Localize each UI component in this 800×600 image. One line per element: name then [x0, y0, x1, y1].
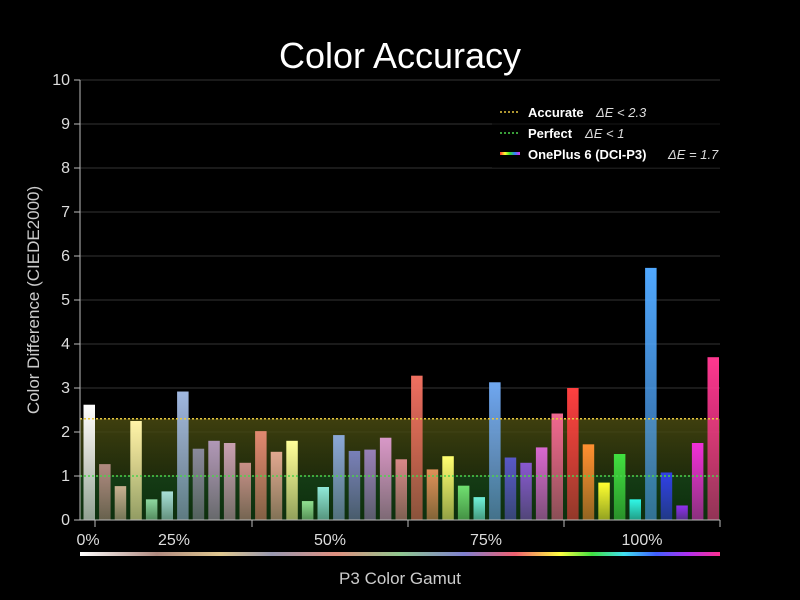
y-ticks: 0 1 2 3 4 5 6 7 8 9 10 — [52, 72, 80, 529]
bar — [208, 440, 220, 520]
x-ticks: 0% 25% 50% 75% 100% — [76, 520, 721, 549]
y-tick-label: 0 — [61, 512, 70, 529]
bar — [348, 450, 361, 520]
legend-perfect-label: Perfect — [528, 126, 573, 141]
bar — [645, 267, 657, 520]
y-axis-label: Color Difference (CIEDE2000) — [24, 186, 43, 414]
bar — [442, 456, 454, 520]
bar — [567, 388, 579, 520]
bar — [301, 501, 314, 520]
y-tick-label: 6 — [61, 248, 70, 265]
legend-box — [492, 98, 728, 168]
y-tick-label: 7 — [61, 204, 70, 221]
bar — [83, 404, 95, 520]
bar — [598, 482, 610, 520]
bar — [99, 464, 111, 520]
bar — [379, 437, 392, 520]
y-tick-label: 2 — [61, 424, 70, 441]
y-tick-label: 1 — [61, 468, 70, 485]
bar — [192, 448, 205, 520]
bar — [457, 485, 470, 520]
bar — [629, 499, 641, 520]
threshold-lines — [80, 418, 720, 477]
legend-perfect-condition: ΔE < 1 — [584, 126, 624, 141]
x-tick-label: 25% — [158, 532, 190, 549]
bar — [114, 486, 127, 520]
bar — [504, 457, 517, 520]
bar — [395, 459, 407, 520]
legend-series-average: ΔE = 1.7 — [667, 147, 719, 162]
legend-series-swatch — [500, 152, 520, 155]
x-tick-label: 0% — [76, 532, 99, 549]
bar — [660, 472, 673, 520]
bars — [83, 267, 719, 520]
bar — [317, 487, 329, 520]
bar — [473, 497, 485, 520]
y-tick-label: 3 — [61, 380, 70, 397]
bar — [239, 462, 251, 520]
bar — [707, 357, 719, 520]
bar — [177, 391, 189, 520]
y-tick-label: 4 — [61, 336, 70, 353]
bar — [161, 491, 173, 520]
y-tick-label: 10 — [52, 72, 70, 89]
x-tick-label: 75% — [470, 532, 502, 549]
bar — [223, 443, 236, 520]
bar — [270, 451, 283, 520]
gamut-gradient-bar — [80, 552, 720, 556]
bar — [130, 421, 142, 520]
legend-series-label: OnePlus 6 (DCI-P3) — [528, 147, 646, 162]
legend-accurate-label: Accurate — [528, 105, 584, 120]
bar — [676, 505, 688, 520]
bar — [582, 444, 595, 520]
x-tick-label: 50% — [314, 532, 346, 549]
bar — [145, 499, 158, 520]
bar — [691, 443, 704, 520]
chart-title: Color Accuracy — [279, 35, 521, 76]
bar — [520, 462, 532, 520]
x-axis-label: P3 Color Gamut — [339, 569, 461, 588]
bar — [364, 449, 376, 520]
legend: Accurate ΔE < 2.3 Perfect ΔE < 1 OnePlus… — [492, 98, 728, 168]
x-tick-label: 100% — [622, 532, 663, 549]
bar — [426, 469, 439, 520]
bar — [613, 454, 626, 520]
bar — [551, 413, 563, 520]
bar — [535, 447, 548, 520]
bar — [411, 375, 423, 520]
legend-accurate-condition: ΔE < 2.3 — [595, 105, 647, 120]
bar — [489, 382, 501, 520]
y-tick-label: 9 — [61, 116, 70, 133]
y-tick-label: 8 — [61, 160, 70, 177]
bar — [286, 440, 298, 520]
y-tick-label: 5 — [61, 292, 70, 309]
bar — [333, 435, 345, 520]
